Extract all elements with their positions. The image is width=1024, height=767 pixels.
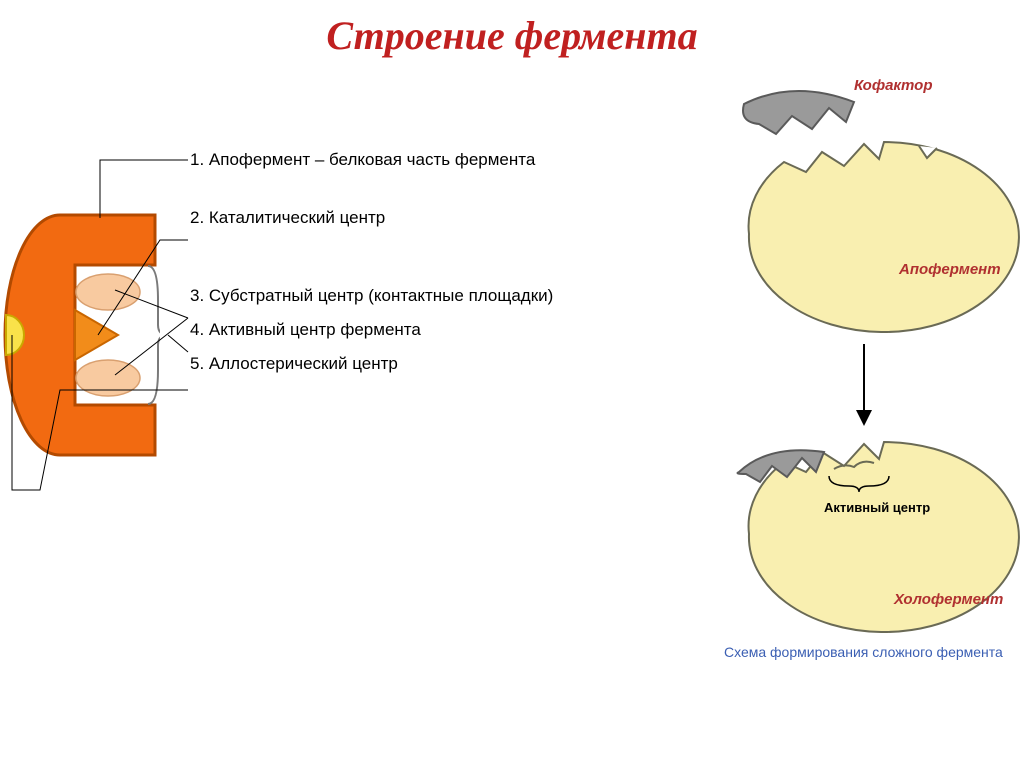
catalytic-triangle [75,310,118,360]
right-caption: Схема формирования сложного фермента [724,644,1003,660]
label-apoenzyme: Апофермент [898,261,1001,278]
enzyme-shape [0,210,160,460]
substrate-pad-bottom [76,360,140,396]
page-title: Строение фермента [0,12,1024,59]
legend-2: 2. Каталитический центр [190,208,670,228]
top-group [743,91,1019,332]
legend-1: 1. Апофермент – белковая часть фермента [190,150,670,170]
legend-list: 1. Апофермент – белковая часть фермента … [190,150,670,388]
left-diagram: 1. Апофермент – белковая часть фермента … [0,150,680,510]
legend-4: 4. Активный центр фермента [190,320,670,340]
right-diagram: Кофактор Апофермент Активный центр Холоф… [684,74,1024,714]
apoenzyme-ellipse-top [749,142,1019,332]
legend-3: 3. Субстратный центр (контактные площадк… [190,286,670,306]
label-cofactor: Кофактор [854,77,933,94]
title-text: Строение фермента [326,13,697,58]
substrate-pad-top [76,274,140,310]
cofactor-shape [743,91,854,134]
arrow-down-icon [856,344,872,426]
label-holoenzyme: Холофермент [893,591,1003,608]
active-center-bracket [148,266,160,404]
label-active-center: Активный центр [824,500,930,515]
legend-5: 5. Аллостерический центр [190,354,670,374]
